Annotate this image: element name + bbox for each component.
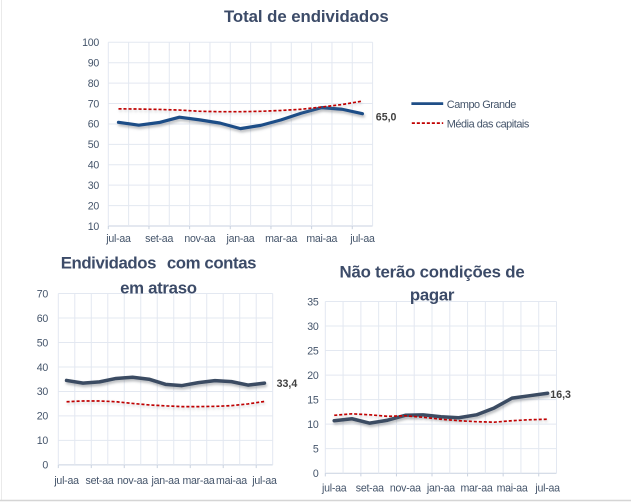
svg-text:Não terão condições de: Não terão condições de (340, 262, 525, 281)
svg-text:jul-aa: jul-aa (534, 483, 560, 495)
svg-text:mar-aa: mar-aa (182, 475, 214, 487)
svg-text:mar-aa: mar-aa (460, 483, 492, 495)
svg-text:0: 0 (313, 468, 319, 480)
svg-text:mai-aa: mai-aa (306, 233, 337, 245)
svg-text:jul-aa: jul-aa (349, 233, 375, 245)
svg-text:5: 5 (313, 443, 319, 455)
svg-text:mai-aa: mai-aa (497, 483, 528, 495)
svg-text:50: 50 (37, 337, 49, 349)
svg-text:jan-aa: jan-aa (225, 233, 254, 245)
svg-text:70: 70 (88, 98, 100, 110)
svg-text:40: 40 (88, 160, 100, 172)
svg-text:nov-aa: nov-aa (390, 483, 421, 495)
svg-text:80: 80 (88, 78, 100, 90)
svg-text:20: 20 (37, 411, 49, 423)
svg-text:60: 60 (88, 119, 100, 131)
svg-text:70: 70 (37, 288, 49, 300)
svg-text:jan-aa: jan-aa (151, 475, 180, 487)
svg-text:20: 20 (307, 370, 319, 382)
svg-text:50: 50 (88, 139, 100, 151)
svg-text:33,4: 33,4 (277, 378, 298, 390)
svg-text:jul-aa: jul-aa (251, 475, 277, 487)
svg-text:65,0: 65,0 (376, 111, 397, 123)
svg-text:pagar: pagar (410, 286, 455, 305)
svg-text:30: 30 (88, 180, 100, 192)
svg-text:nov-aa: nov-aa (117, 475, 148, 487)
svg-text:Total de endividados: Total de endividados (224, 7, 389, 26)
svg-text:90: 90 (88, 58, 100, 70)
svg-text:20: 20 (88, 200, 100, 212)
svg-text:10: 10 (88, 221, 100, 233)
svg-text:15: 15 (307, 394, 319, 406)
svg-text:16,3: 16,3 (550, 389, 571, 401)
svg-text:nov-aa: nov-aa (184, 233, 215, 245)
svg-text:10: 10 (37, 435, 49, 447)
svg-text:25: 25 (307, 345, 319, 357)
svg-text:Campo Grande: Campo Grande (447, 99, 516, 111)
svg-text:jul-aa: jul-aa (105, 233, 131, 245)
svg-text:35: 35 (307, 296, 319, 308)
svg-text:30: 30 (37, 386, 49, 398)
svg-text:10: 10 (307, 419, 319, 431)
svg-text:60: 60 (37, 313, 49, 325)
svg-text:mar-aa: mar-aa (265, 233, 297, 245)
svg-text:jan-aa: jan-aa (426, 483, 455, 495)
svg-text:em atraso: em atraso (120, 278, 197, 297)
svg-text:Média das capitais: Média das capitais (447, 118, 530, 130)
svg-text:set-aa: set-aa (145, 233, 173, 245)
svg-text:40: 40 (37, 362, 49, 374)
svg-text:0: 0 (42, 460, 48, 472)
svg-text:Endividados com contas: Endividados com contas (61, 254, 256, 273)
svg-text:30: 30 (307, 321, 319, 333)
svg-text:100: 100 (82, 37, 99, 49)
svg-text:jul-aa: jul-aa (53, 475, 79, 487)
svg-text:jul-aa: jul-aa (321, 483, 347, 495)
svg-text:set-aa: set-aa (356, 483, 384, 495)
svg-text:set-aa: set-aa (86, 475, 114, 487)
svg-text:mai-aa: mai-aa (216, 475, 247, 487)
